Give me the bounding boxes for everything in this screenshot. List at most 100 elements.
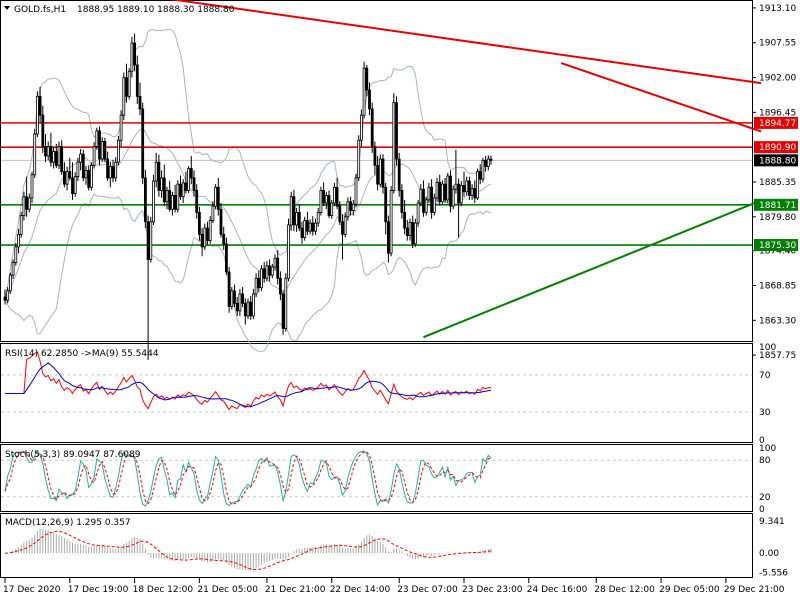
candle [90, 162, 93, 191]
candle [60, 140, 64, 175]
candle [36, 91, 39, 138]
candle-body [338, 205, 342, 223]
candle-body [71, 177, 74, 194]
candle-body [395, 102, 398, 160]
candle [411, 215, 415, 249]
candle-body [108, 166, 112, 179]
stoch-tick-label: 0 [759, 505, 765, 515]
candle-body [292, 196, 296, 226]
candle-body [427, 186, 431, 201]
time-axis: 17 Dec 2020 17 Dec 19:00 18 Dec 12:00 21 De… [3, 578, 785, 595]
candle [400, 184, 404, 219]
candle [243, 298, 247, 325]
candle [362, 61, 366, 119]
candle-body [386, 221, 390, 254]
candle [160, 170, 164, 198]
candle [419, 184, 423, 207]
candle [308, 219, 312, 235]
time-tick-label: 18 Dec 12:00 [133, 585, 194, 595]
candle [373, 141, 377, 175]
candle [19, 211, 23, 238]
candle [357, 135, 361, 182]
candle [392, 93, 396, 194]
candle-body [376, 164, 380, 185]
candle [295, 208, 299, 232]
candle [79, 149, 82, 171]
candle [430, 179, 434, 219]
candle [422, 180, 425, 217]
candle-body [154, 161, 158, 182]
candle-body [8, 274, 12, 292]
macd-tick-label: 0.00 [759, 549, 779, 559]
candle-body [162, 177, 166, 203]
candle [203, 223, 207, 251]
candle [111, 159, 115, 183]
candle-body [125, 77, 128, 97]
candle-body [219, 208, 223, 235]
candlesticks [3, 33, 493, 360]
candle [303, 216, 307, 241]
trend-line-0 [169, 0, 762, 85]
candle [365, 64, 369, 97]
candle-body [249, 301, 253, 317]
price-tag-label: 1881.71 [759, 201, 796, 211]
candle [33, 128, 37, 178]
candle [184, 171, 188, 194]
candle-body [438, 181, 442, 203]
candle [338, 201, 342, 225]
stoch-tick-label: 20 [759, 493, 771, 503]
collapse-triangle-icon[interactable] [4, 6, 10, 10]
candle-body [324, 195, 328, 204]
candle [349, 196, 353, 216]
candle-body [446, 175, 450, 201]
candle [351, 199, 355, 216]
candle-body [451, 188, 455, 207]
ohlc-header: 1888.95 1889.10 1888.30 1888.80 [77, 5, 235, 15]
candle-body [181, 182, 185, 198]
candle [41, 105, 45, 153]
candle-body [478, 171, 482, 180]
price-tag-box [754, 116, 798, 129]
candle [378, 154, 382, 188]
candle [335, 177, 339, 210]
candle [106, 151, 109, 182]
candle [87, 165, 91, 191]
macd-tick-label: -5.556 [759, 568, 788, 578]
candle-body [357, 139, 361, 179]
candle [397, 152, 401, 197]
candle-body [216, 186, 220, 210]
candle [30, 171, 34, 203]
candle [465, 176, 469, 196]
candle-body [384, 186, 388, 223]
horizontal-levels [1, 122, 752, 246]
candle [179, 175, 182, 200]
candle-body [17, 233, 20, 248]
candle-body [278, 277, 282, 295]
candle [403, 199, 407, 235]
macd-label: MACD(12,26,9) 1.295 0.357 [5, 518, 131, 528]
candle-body [73, 176, 77, 194]
candle-body [465, 180, 469, 193]
time-tick-label: 29 Dec 21:00 [724, 585, 785, 595]
candle-body [227, 271, 231, 307]
bollinger-lower-line [4, 193, 492, 352]
candle [281, 290, 285, 335]
candle [376, 155, 380, 191]
candle-body [481, 159, 485, 180]
candle [330, 199, 334, 219]
candle [14, 243, 18, 266]
candle-body [424, 199, 428, 213]
price-tick-label: 1896.45 [759, 108, 796, 118]
candle [486, 155, 490, 171]
candle-body [54, 151, 58, 166]
price-tick-label: 1913.10 [759, 4, 796, 14]
candle-body [233, 290, 236, 304]
candle-body [238, 293, 242, 312]
candle-body [319, 190, 323, 213]
candle-body [454, 183, 458, 190]
candle [384, 182, 388, 235]
candle [3, 289, 7, 305]
candle [81, 149, 85, 182]
candle [152, 174, 155, 225]
